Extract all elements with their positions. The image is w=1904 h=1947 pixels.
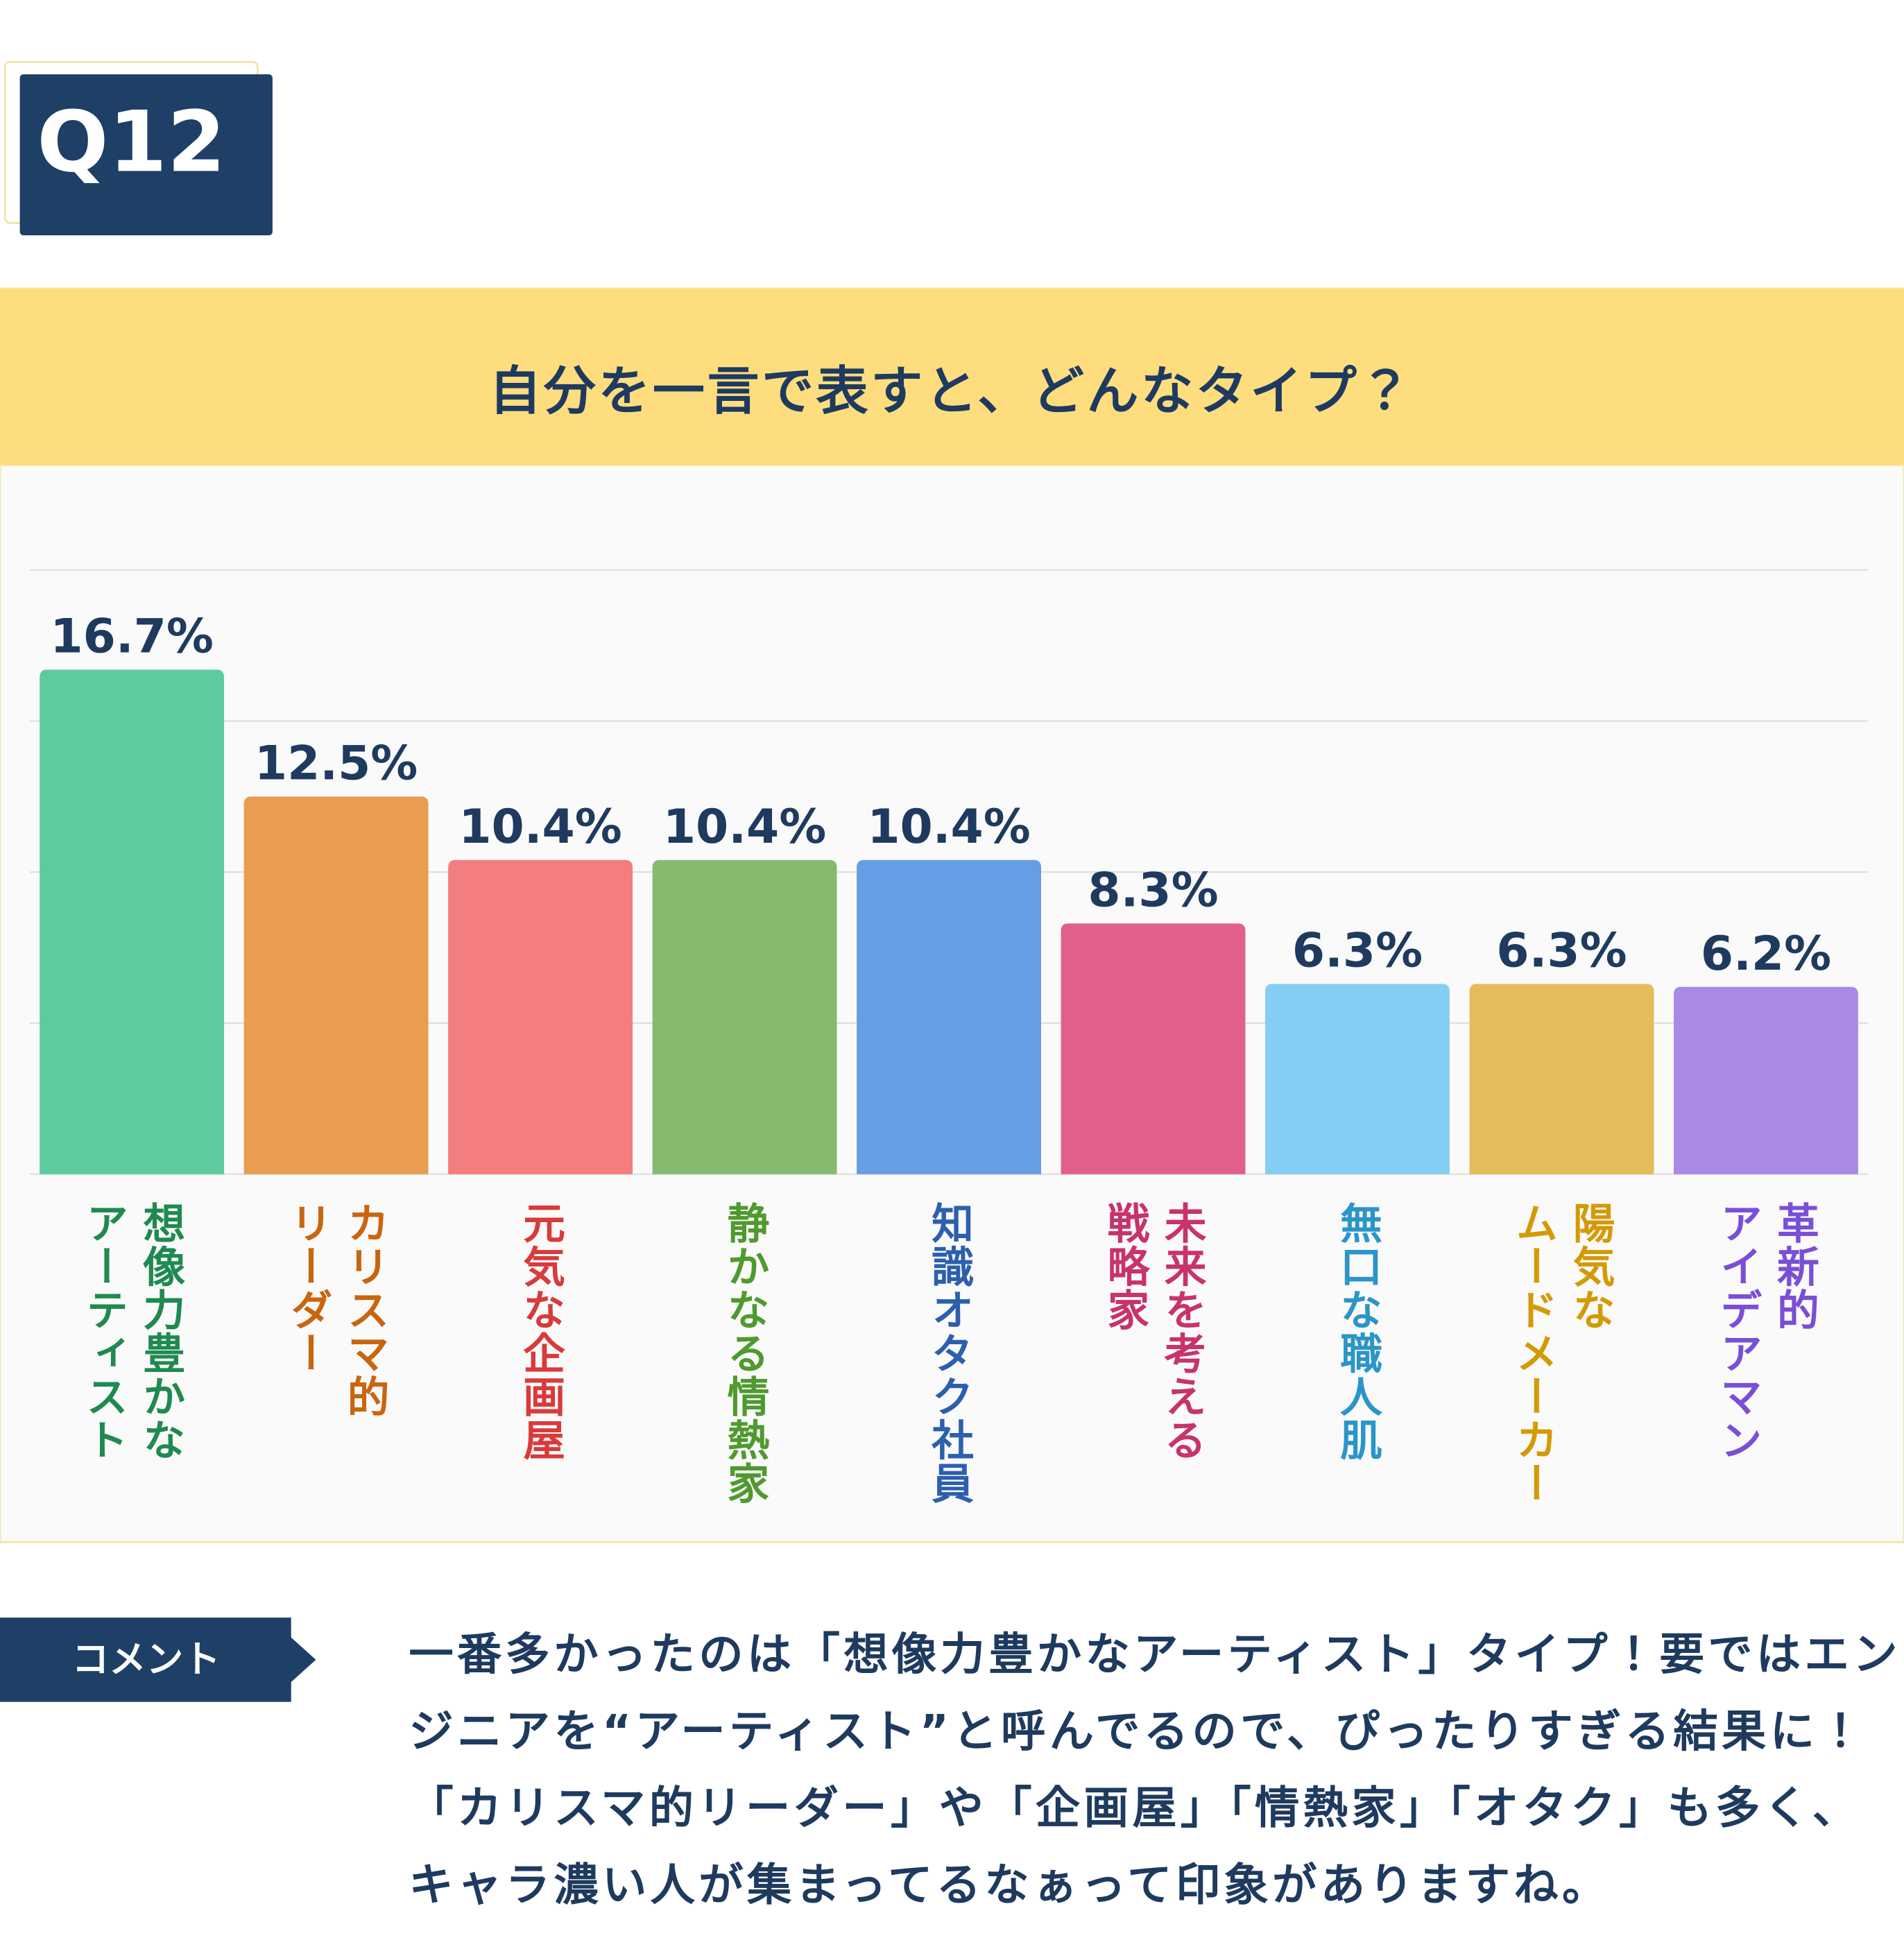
x-tick-label: 革新的 xyxy=(1770,1201,1819,1331)
bar xyxy=(1265,984,1450,1174)
x-tick-label: 戦略家 xyxy=(1100,1201,1149,1331)
value-label: 8.3% xyxy=(1088,863,1218,918)
value-label: 6.2% xyxy=(1701,927,1831,981)
value-label: 16.7% xyxy=(50,609,213,664)
value-label: 10.4% xyxy=(663,800,826,855)
x-tick-label: 元気な企画屋 xyxy=(516,1201,565,1461)
x-tick-label: アーティスト xyxy=(79,1201,128,1461)
bar xyxy=(243,796,429,1174)
x-tick-label: ムードメーカー xyxy=(1509,1201,1557,1504)
x-tick-label: カリスマ的 xyxy=(341,1201,389,1418)
badge-box xyxy=(19,74,273,236)
x-tick-label: 静かなる情熱家 xyxy=(721,1201,769,1504)
value-label: 12.5% xyxy=(255,736,418,791)
x-tick-label: 無口な職人肌 xyxy=(1333,1201,1382,1461)
bar xyxy=(1061,923,1246,1174)
x-tick-label: アイデアマン xyxy=(1713,1201,1762,1461)
x-tick-label: 想像力豊かな xyxy=(136,1201,185,1461)
x-tick-label: 陽気な xyxy=(1566,1201,1615,1331)
title-band xyxy=(0,289,1904,466)
chart-title: 自分を一言で表すと、どんなタイプ？ xyxy=(489,360,1414,421)
bar xyxy=(1469,984,1654,1174)
value-label: 10.4% xyxy=(867,800,1030,855)
x-tick-label: 知識オタク社員 xyxy=(925,1201,974,1504)
value-label: 10.4% xyxy=(458,800,621,855)
x-tick-label: 未来を考える xyxy=(1158,1201,1207,1461)
bar xyxy=(448,859,633,1174)
value-label: 6.3% xyxy=(1292,923,1423,978)
comment-label-box xyxy=(0,1618,316,1702)
x-tick-label: リーダー xyxy=(284,1201,332,1375)
badge: Q12 xyxy=(37,92,225,191)
bar xyxy=(1674,986,1858,1174)
bar xyxy=(40,669,225,1174)
comment-label: コメント xyxy=(72,1638,221,1681)
bar xyxy=(652,859,837,1174)
bar xyxy=(857,859,1041,1174)
comment-text: 一番多かったのは「想像力豊かなアーティスト」タイプ！要ではエンジニアを“アーティ… xyxy=(409,1629,1901,1912)
value-label: 6.3% xyxy=(1496,923,1627,978)
